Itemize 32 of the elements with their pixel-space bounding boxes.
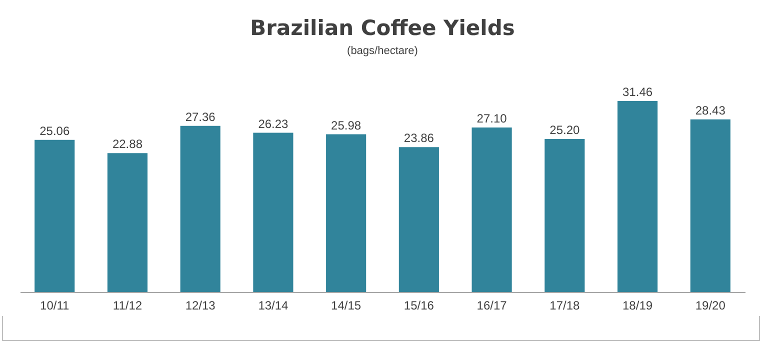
bar	[253, 132, 294, 292]
bar	[326, 134, 366, 292]
data-label: 25.98	[331, 118, 362, 132]
x-tick-label: 18/19	[622, 298, 653, 312]
bar	[690, 119, 730, 292]
x-tick-label: 11/12	[112, 298, 142, 312]
bar	[398, 147, 439, 292]
data-label: 23.86	[404, 131, 434, 146]
bar	[617, 101, 658, 292]
data-label: 27.36	[185, 110, 216, 124]
data-label: 26.23	[258, 116, 289, 131]
x-tick-label: 10/11	[40, 298, 70, 312]
x-tick-label: 19/20	[695, 298, 726, 312]
data-label: 25.06	[40, 124, 70, 138]
x-tick-label: 16/17	[476, 298, 508, 312]
data-label: 22.88	[112, 137, 143, 152]
bar	[180, 126, 220, 292]
x-tick-label: 15/16	[404, 298, 434, 312]
x-tick-label: 12/13	[185, 298, 216, 312]
chart-title: Brazilian Coffee Yields	[250, 16, 515, 40]
x-tick-label: 17/18	[550, 298, 580, 312]
data-label: 31.46	[622, 85, 653, 99]
bar	[472, 127, 512, 292]
x-tick-label: 13/14	[258, 298, 289, 312]
bar	[107, 153, 148, 292]
bar	[34, 140, 75, 292]
data-label: 25.20	[550, 123, 580, 138]
chart-subtitle: (bags/hectare)	[347, 45, 418, 57]
data-label: 28.43	[695, 103, 726, 118]
data-label: 27.10	[476, 111, 508, 126]
bar	[544, 139, 585, 292]
x-tick-label: 14/15	[331, 298, 362, 312]
